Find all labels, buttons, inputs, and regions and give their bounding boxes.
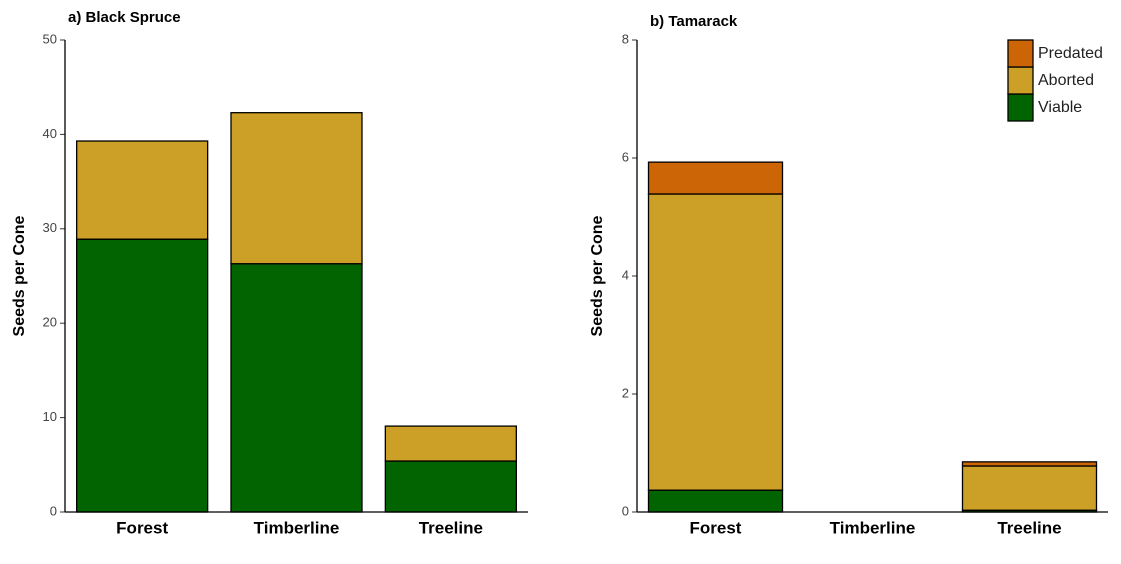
y-tick-label: 30	[43, 220, 57, 235]
x-tick-label: Treeline	[419, 518, 483, 537]
x-tick-label: Treeline	[997, 518, 1061, 537]
y-tick-label: 8	[622, 31, 629, 46]
y-tick-label: 6	[622, 149, 629, 164]
legend-swatch	[1007, 93, 1034, 122]
bar-segment	[961, 461, 1098, 467]
y-tick-label: 40	[43, 126, 57, 141]
bar-segment	[384, 425, 517, 462]
y-tick-label: 4	[622, 267, 629, 282]
x-tick-label: Timberline	[830, 518, 916, 537]
legend-label: Aborted	[1038, 72, 1094, 89]
y-axis-label: Seeds per Cone	[11, 215, 28, 336]
bar-segment	[647, 193, 784, 491]
bar-segment	[76, 238, 209, 513]
bar-segment	[647, 489, 784, 513]
legend-label: Viable	[1038, 99, 1082, 116]
x-tick-label: Timberline	[254, 518, 340, 537]
bar-segment	[961, 465, 1098, 511]
bar-segment	[384, 460, 517, 513]
legend-label: Predated	[1038, 45, 1103, 62]
y-tick-label: 20	[43, 315, 57, 330]
y-tick-label: 0	[622, 503, 629, 518]
y-axis-label: Seeds per Cone	[589, 215, 606, 336]
y-tick-label: 0	[50, 503, 57, 518]
y-tick-label: 10	[43, 409, 57, 424]
y-tick-label: 50	[43, 31, 57, 46]
bar-segment	[230, 112, 363, 265]
bar-segment	[230, 263, 363, 513]
bar-segment	[76, 140, 209, 240]
x-tick-label: Forest	[116, 518, 168, 537]
legend-swatch	[1007, 66, 1034, 95]
y-tick-label: 2	[622, 385, 629, 400]
chart-title: a) Black Spruce	[68, 9, 181, 26]
chart-title: b) Tamarack	[650, 13, 738, 30]
x-tick-label: Forest	[690, 518, 742, 537]
legend-swatch	[1007, 39, 1034, 68]
bar-segment	[647, 161, 784, 195]
